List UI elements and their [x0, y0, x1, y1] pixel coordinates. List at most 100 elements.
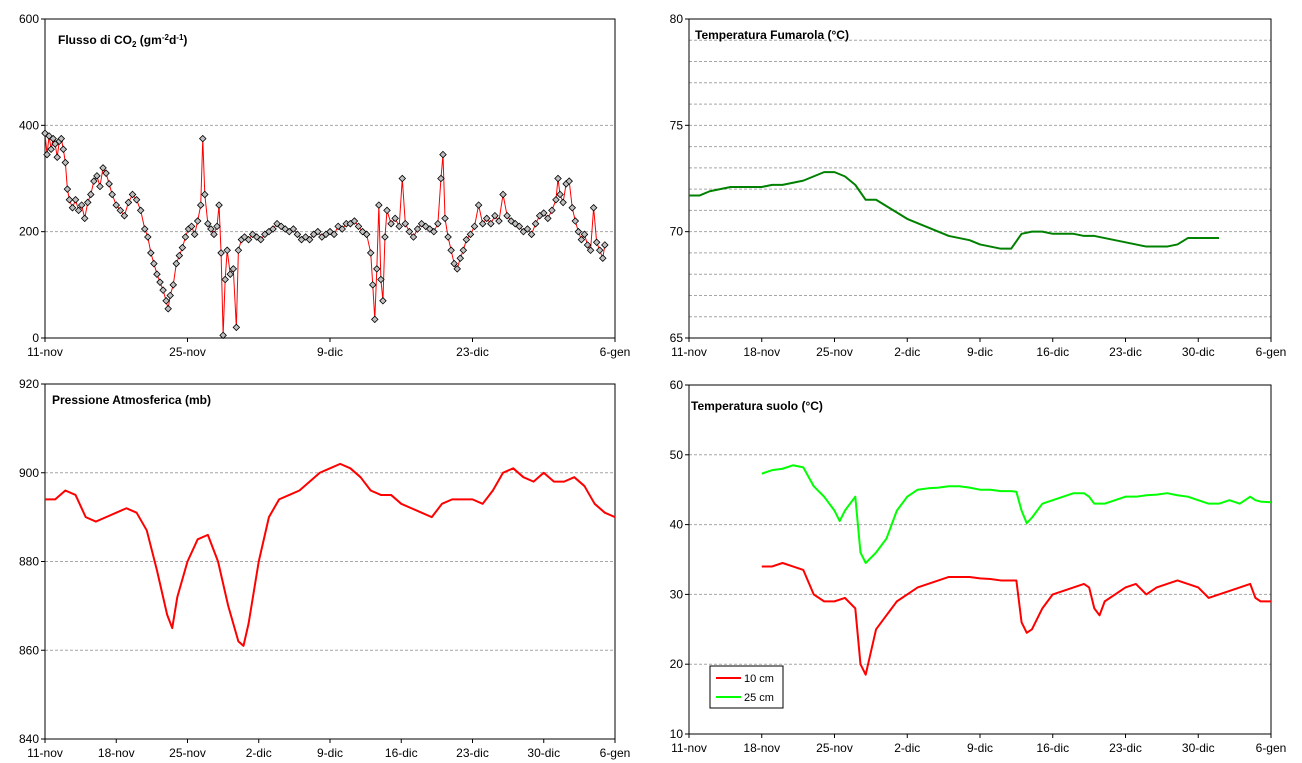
co2-data-point [172, 259, 181, 268]
pressure-y-tick-label: 860 [19, 643, 39, 657]
co2-data-point [105, 180, 113, 188]
fumarole-plot-frame [688, 18, 1272, 339]
soil-x-tick-label: 9-dic [967, 741, 993, 755]
co2-data-point [215, 201, 223, 209]
co2-data-point [409, 233, 418, 241]
pressure-x-tick-label: 25-nov [169, 746, 206, 760]
soil-y-tick-label: 10 [670, 727, 684, 741]
co2-y-tick-label: 0 [32, 331, 39, 345]
co2-data-point [213, 222, 221, 231]
legend-label-25cm: 25 cm [744, 692, 774, 704]
co2-data-point [583, 241, 592, 249]
co2-data-point [330, 230, 338, 239]
co2-data-point [387, 219, 395, 228]
co2-data-point [57, 134, 66, 143]
fumarole-y-tick-label: 70 [670, 225, 684, 239]
co2-data-point [599, 254, 607, 263]
co2-data-point [434, 219, 442, 228]
fumarole-x-tick-label: 2-dic [894, 345, 920, 359]
fumarole-chart-title: Temperatura Fumarola (°C) [695, 28, 849, 42]
co2-data-point [124, 198, 133, 207]
co2-data-point [425, 225, 434, 233]
co2-data-point [314, 227, 322, 236]
co2-data-point [491, 211, 499, 220]
co2-data-point [487, 219, 495, 228]
fumarole-y-axis: 65 70 75 80 [670, 12, 689, 345]
co2-x-tick-label: 11-nov [27, 345, 63, 359]
co2-data-point [190, 230, 199, 239]
co2-data-point [204, 219, 212, 228]
co2-data-point [548, 206, 556, 215]
fumarole-x-tick-label: 6-gen [1256, 345, 1287, 359]
co2-data-point [503, 211, 511, 220]
co2-data-point [366, 249, 375, 257]
co2-data-point [527, 230, 536, 239]
soil-x-tick-label: 6-gen [1256, 741, 1287, 755]
fumarole-x-axis: 11-nov 18-nov 25-nov 2-dic 9-dic 16-dic 23-dic… [671, 338, 1286, 359]
co2-data-point [586, 246, 595, 255]
fumarole-x-tick-label: 25-nov [816, 345, 853, 359]
soil-x-tick-label: 11-nov [671, 741, 707, 755]
co2-data-point [240, 233, 249, 241]
pressure-chart-title: Pressione Atmosferica (mb) [52, 393, 211, 407]
co2-data-point [71, 196, 80, 204]
fumarole-x-tick-label: 9-dic [967, 345, 993, 359]
co2-data-point [354, 222, 363, 231]
co2-chart-title: Flusso di CO2 (gm-2d-1) [58, 33, 187, 49]
co2-data-point [413, 225, 422, 233]
co2-data-point [544, 214, 552, 223]
co2-data-point [166, 291, 174, 300]
co2-y-axis: 0 200 400 600 [19, 12, 45, 345]
co2-data-point [462, 235, 471, 244]
co2-data-point [87, 190, 95, 199]
co2-data-point [164, 304, 172, 313]
co2-data-point [377, 275, 385, 284]
co2-data-point [116, 206, 125, 215]
pressure-x-tick-label: 6-gen [600, 746, 631, 760]
co2-data-point [136, 206, 145, 215]
co2-data-point [373, 265, 381, 273]
fumarole-series-line-0 [689, 171, 1220, 250]
co2-data-point [120, 211, 129, 220]
co2-data-point [221, 275, 229, 284]
co2-data-point [144, 233, 152, 241]
pressure-y-axis: 840 860 880 900 920 [19, 377, 45, 746]
co2-data-point [53, 153, 61, 161]
soil-y-axis: 10 20 30 40 50 60 [670, 378, 689, 741]
fumarole-grid [689, 39, 1271, 318]
co2-data-point [147, 249, 155, 257]
co2-data-point [580, 230, 589, 239]
fumarole-series [689, 171, 1220, 250]
co2-plot-frame [44, 18, 616, 339]
co2-data-point [375, 201, 383, 209]
co2-data-point [293, 230, 302, 239]
fumarole-x-tick-label: 11-nov [671, 345, 707, 359]
co2-data-point [201, 190, 209, 199]
co2-data-point [495, 217, 503, 225]
co2-data-point [269, 225, 277, 233]
pressure-y-tick-label: 900 [19, 466, 39, 480]
co2-y-tick-label: 400 [19, 118, 39, 132]
co2-data-point [244, 235, 253, 244]
co2-data-point [398, 174, 407, 183]
pressure-x-tick-label: 11-nov [27, 746, 63, 760]
soil-y-tick-label: 20 [670, 657, 684, 671]
fumarole-temperature-chart: 65 70 75 80 11-nov 18-nov 25-nov 2-dic 9-dic 16-… [670, 12, 1287, 359]
co2-data-point [441, 214, 449, 223]
soil-y-tick-label: 60 [670, 378, 684, 392]
co2-data-point [175, 251, 184, 260]
co2-data-point [556, 190, 564, 199]
soil-series-line-1 [761, 464, 1272, 564]
co2-data-point [59, 145, 68, 154]
co2-data-point [63, 185, 72, 193]
co2-data-point [65, 196, 74, 204]
co2-data-point [523, 225, 532, 233]
co2-data-point [589, 203, 598, 212]
co2-data-point [531, 219, 540, 228]
co2-data-point [74, 206, 83, 215]
co2-data-point [99, 164, 107, 172]
co2-data-point [482, 214, 491, 223]
co2-data-point [371, 315, 379, 324]
co2-data-point [379, 297, 387, 305]
